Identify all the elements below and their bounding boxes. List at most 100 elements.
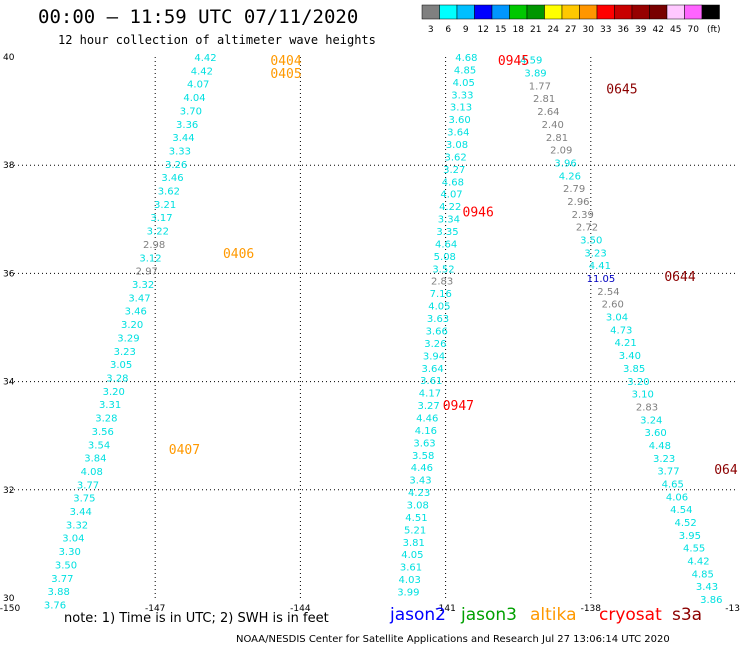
legend-swatch bbox=[456, 4, 475, 20]
pass-time-label: 0406 bbox=[223, 247, 254, 262]
wave-height-points: 4.42 4.42 4.07 4.04 3.70 3.36 3.44 3.33 3.26 3.46… bbox=[44, 53, 723, 611]
x-tick-label: -138 bbox=[581, 604, 602, 614]
wave-height-label: 4.06 bbox=[666, 492, 688, 503]
pass-time-label: 0947 bbox=[443, 399, 474, 414]
page-title: 00:00 – 11:59 UTC 07/11/2020 bbox=[38, 6, 359, 28]
wave-height-label: 3.56 bbox=[92, 427, 114, 438]
wave-height-label: 2.09 bbox=[550, 146, 572, 157]
wave-height-label: 2.60 bbox=[602, 300, 624, 311]
legend-label: 9 bbox=[463, 25, 469, 35]
wave-height-label: 4.85 bbox=[454, 65, 476, 76]
wave-height-label: 3.70 bbox=[180, 106, 202, 117]
wave-height-label: 4.52 bbox=[674, 518, 696, 529]
wave-height-label: 4.42 bbox=[191, 66, 213, 77]
wave-height-label: 4.73 bbox=[610, 325, 632, 336]
wave-height-label: 3.29 bbox=[117, 333, 139, 344]
wave-height-label: 4.65 bbox=[662, 480, 684, 491]
wave-height-label: 3.81 bbox=[403, 538, 425, 549]
wave-height-label: 3.24 bbox=[640, 415, 662, 426]
wave-height-label: 3.30 bbox=[59, 547, 81, 558]
wave-height-label: 2.81 bbox=[546, 133, 568, 144]
wave-height-label: 3.63 bbox=[427, 314, 449, 325]
wave-height-label: 3.10 bbox=[632, 390, 654, 401]
wave-height-label: 3.33 bbox=[451, 90, 473, 101]
wave-height-label: 3.85 bbox=[623, 364, 645, 375]
y-tick-label: 32 bbox=[3, 486, 14, 496]
wave-height-label: 3.13 bbox=[450, 103, 472, 114]
legend-label: 12 bbox=[478, 25, 489, 35]
pass-time-label: 0407 bbox=[169, 443, 200, 458]
wave-height-label: 4.55 bbox=[683, 544, 705, 555]
color-legend: 3 6 9 12 15 18 21 24 27 30 33 36 39 42 45 70 (ft) bbox=[421, 4, 721, 35]
wave-height-label: 3.62 bbox=[444, 152, 466, 163]
legend-label: 27 bbox=[565, 25, 576, 35]
wave-height-label: 3.27 bbox=[417, 401, 439, 412]
wave-height-label: 4.07 bbox=[440, 190, 462, 201]
wave-height-label: 2.83 bbox=[431, 277, 453, 288]
wave-height-label: 3.08 bbox=[407, 500, 429, 511]
wave-height-label: 3.40 bbox=[619, 351, 641, 362]
legend-swatch bbox=[421, 4, 440, 20]
wave-height-label: 3.23 bbox=[584, 248, 606, 259]
wave-height-label: 3.47 bbox=[128, 293, 150, 304]
wave-height-label: 3.66 bbox=[426, 326, 448, 337]
wave-height-label: 4.05 bbox=[401, 550, 423, 561]
wave-height-label: 3.88 bbox=[48, 587, 70, 598]
legend-label: 33 bbox=[600, 25, 611, 35]
wave-height-label: 3.20 bbox=[103, 387, 125, 398]
wave-height-label: 3.60 bbox=[644, 428, 666, 439]
y-tick-label: 40 bbox=[3, 53, 15, 63]
legend-swatch bbox=[439, 4, 458, 20]
legend-label: 18 bbox=[513, 25, 525, 35]
legend-swatch bbox=[544, 4, 563, 20]
legend-swatch bbox=[649, 4, 668, 20]
wave-height-label: 3.34 bbox=[438, 215, 460, 226]
legend-swatch bbox=[614, 4, 633, 20]
wave-height-label: 4.05 bbox=[428, 302, 450, 313]
legend-swatch bbox=[561, 4, 580, 20]
wave-height-label: 4.26 bbox=[559, 171, 581, 182]
wave-height-label: 3.96 bbox=[554, 158, 576, 169]
wave-height-label: 4.17 bbox=[419, 389, 441, 400]
wave-height-label: 3.44 bbox=[70, 507, 92, 518]
legend-label: 21 bbox=[530, 25, 541, 35]
wave-height-label: 3.84 bbox=[84, 454, 106, 465]
wave-height-label: 3.28 bbox=[95, 414, 117, 425]
wave-height-label: 2.96 bbox=[567, 197, 589, 208]
wave-height-label: 3.46 bbox=[161, 173, 183, 184]
y-tick-label: 38 bbox=[3, 161, 15, 171]
wave-height-label: 3.23 bbox=[114, 347, 136, 358]
wave-height-label: 3.26 bbox=[165, 160, 187, 171]
wave-height-label: 4.68 bbox=[455, 53, 477, 64]
legend-swatch bbox=[631, 4, 650, 20]
wave-height-label: 4.85 bbox=[692, 569, 714, 580]
wave-height-label: 4.59 bbox=[520, 56, 542, 67]
wave-height-label: 3.50 bbox=[580, 235, 602, 246]
wave-height-label: 5.21 bbox=[404, 525, 426, 536]
wave-height-label: 3.86 bbox=[700, 595, 722, 606]
pass-time-label: 064 bbox=[714, 463, 738, 478]
x-tick-label: -144 bbox=[290, 604, 311, 614]
wave-height-label: 3.08 bbox=[446, 140, 468, 151]
wave-height-label: 4.51 bbox=[405, 513, 427, 524]
wave-height-label: 4.48 bbox=[649, 441, 671, 452]
wave-height-label: 2.97 bbox=[136, 267, 158, 278]
legend-label: 39 bbox=[635, 25, 647, 35]
wave-height-label: 3.04 bbox=[606, 313, 628, 324]
wave-height-label: 3.95 bbox=[679, 531, 701, 542]
legend-label: (ft) bbox=[707, 25, 721, 35]
chart-axes: -150 -147 -144 -141 -138 -13 30 32 34 36 38 40 bbox=[0, 53, 740, 614]
pass-time-label: 0946 bbox=[463, 206, 494, 221]
wave-height-label: 3.23 bbox=[653, 454, 675, 465]
wave-height-label: 5.08 bbox=[434, 252, 456, 263]
wave-height-label: 3.99 bbox=[397, 588, 419, 599]
wave-height-label: 3.35 bbox=[436, 227, 458, 238]
wave-height-label: 3.61 bbox=[420, 376, 442, 387]
legend-label: 70 bbox=[688, 25, 700, 35]
x-tick-label: -147 bbox=[145, 604, 165, 614]
x-tick-label: -150 bbox=[0, 604, 20, 614]
legend-label: 45 bbox=[670, 25, 681, 35]
wave-height-label: 4.16 bbox=[415, 426, 437, 437]
